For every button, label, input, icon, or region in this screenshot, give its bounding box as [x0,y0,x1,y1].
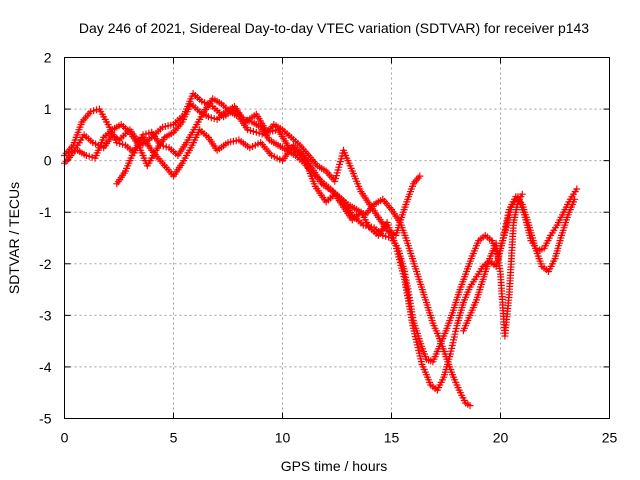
series-line [63,92,578,363]
data-point [416,172,424,180]
y-tick-label: -2 [39,256,52,272]
y-tick-labels: 2 1 0 -1 -2 -3 -4 -5 [39,50,52,427]
y-tick-label: -4 [39,359,52,375]
y-axis-label: SDTVAR / TECUs [6,182,22,294]
x-tick-label: 15 [384,430,400,446]
x-tick-label: 25 [602,430,618,446]
series-5 [459,190,526,340]
data-point [466,402,474,410]
y-tick-label: -5 [39,411,52,427]
y-tick-label: 2 [44,50,52,66]
x-tick-labels: 0 5 10 15 20 25 [61,430,618,446]
series-1 [61,90,581,366]
y-tick-label: -1 [39,204,52,220]
chart-title: Day 246 of 2021, Sidereal Day-to-day VTE… [79,20,589,36]
data-point [255,129,263,137]
plot-frame [64,57,610,419]
x-axis-label: GPS time / hours [281,458,388,474]
series-4 [113,95,424,239]
data-point [571,195,579,203]
y-tick-label: 1 [44,101,52,117]
y-tick-label: -3 [39,307,52,323]
x-tick-label: 10 [275,430,291,446]
data-point [573,185,581,193]
plot-series [61,90,581,410]
data-point [518,190,526,198]
x-tick-label: 20 [493,430,509,446]
grid-lines [64,57,610,419]
x-tick-label: 0 [61,430,69,446]
y-tick-label: 0 [44,153,52,169]
x-tick-label: 5 [170,430,178,446]
series-3 [65,100,474,410]
